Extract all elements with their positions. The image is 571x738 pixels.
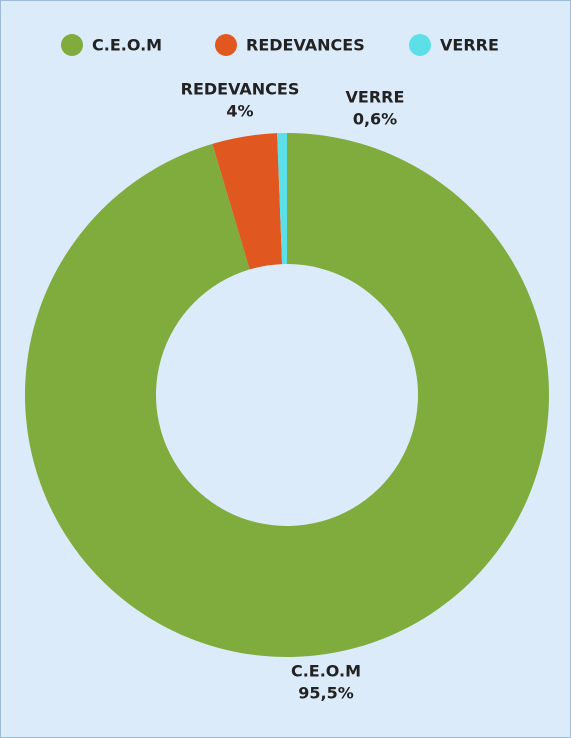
legend-label: VERRE <box>440 36 499 55</box>
slice-label-name: REDEVANCES <box>181 80 300 99</box>
legend-swatch <box>215 34 237 56</box>
donut-slice <box>277 133 287 265</box>
donut-slice <box>24 133 549 657</box>
slice-label-value: 4% <box>226 102 253 121</box>
legend-label: REDEVANCES <box>246 36 365 55</box>
slice-label-value: 95,5% <box>298 684 354 703</box>
legend-swatch <box>409 34 431 56</box>
legend-label: C.E.O.M <box>92 36 162 55</box>
slice-label-value: 0,6% <box>353 110 397 129</box>
legend-swatch <box>61 34 83 56</box>
slice-label-name: C.E.O.M <box>291 662 361 681</box>
donut-slice <box>212 133 283 270</box>
slice-label-name: VERRE <box>346 88 405 107</box>
